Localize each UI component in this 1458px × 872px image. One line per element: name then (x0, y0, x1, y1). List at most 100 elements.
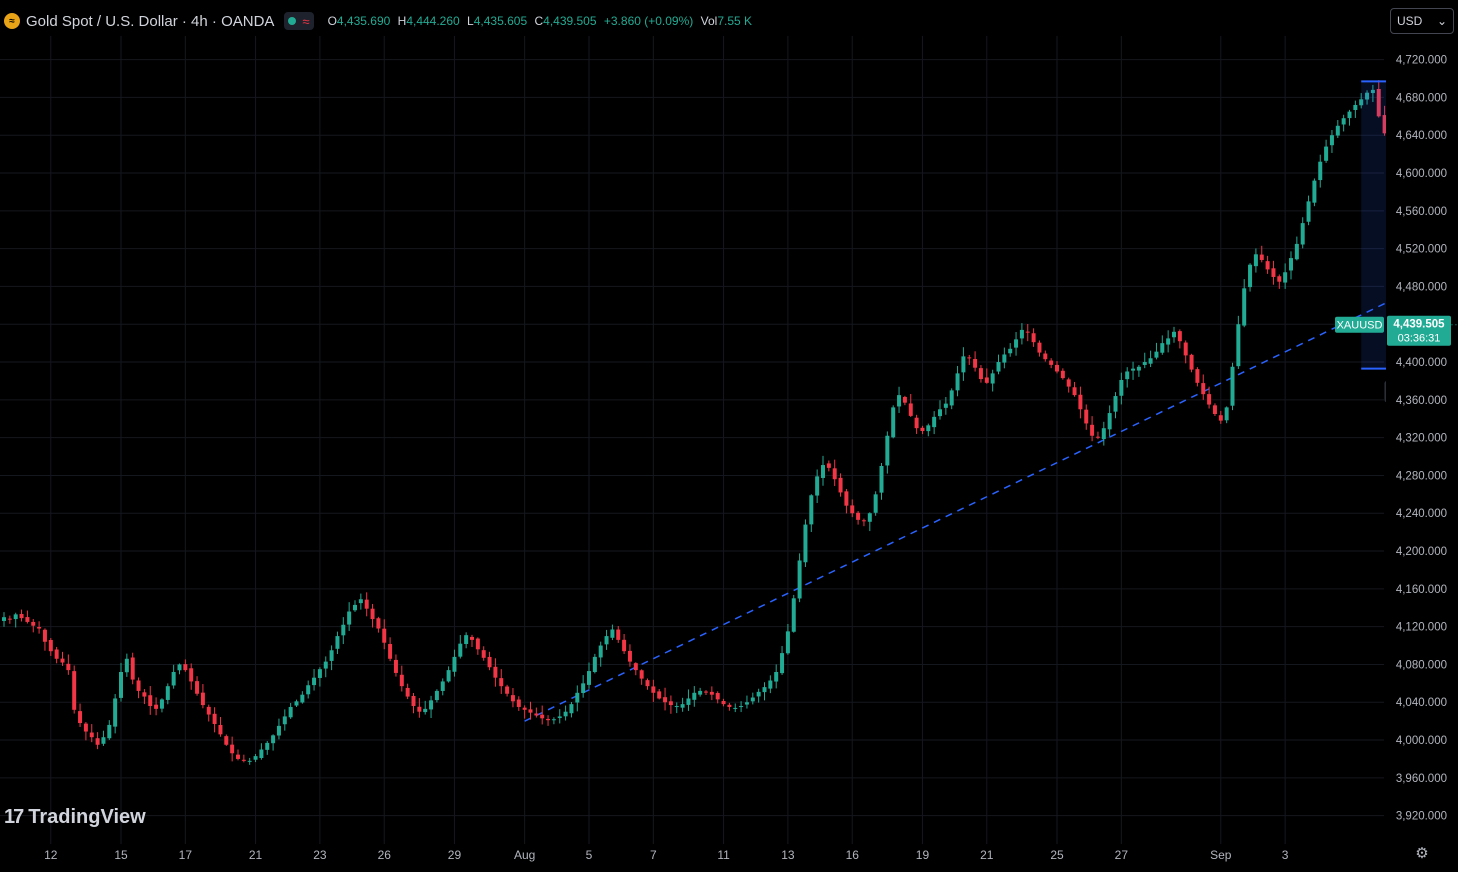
candle (1359, 93, 1364, 109)
candle (159, 698, 164, 713)
price-tag: 4,439.505 (1393, 319, 1445, 331)
tradingview-logo: 17 TradingView (4, 806, 146, 829)
candle (563, 705, 568, 721)
candle (323, 656, 328, 678)
candle (715, 691, 720, 704)
candle (329, 645, 334, 671)
candle (938, 400, 942, 420)
candle (1107, 405, 1112, 437)
currency-select[interactable]: USD ⌄ (1390, 8, 1454, 34)
candle (434, 689, 439, 703)
candle (744, 695, 749, 709)
trendline-path (524, 267, 1458, 722)
y-tick-label: 3,960.000 (1396, 773, 1447, 785)
candle (674, 702, 679, 714)
candle (610, 624, 615, 641)
candle (1253, 248, 1258, 273)
candle (604, 629, 609, 650)
candle (195, 676, 200, 696)
candle (1154, 342, 1159, 360)
candle (902, 395, 907, 406)
candle (850, 499, 855, 518)
candle (25, 610, 30, 624)
candle (897, 386, 902, 413)
candle (236, 749, 240, 761)
gear-icon[interactable]: ⚙ (1415, 845, 1429, 862)
candle (856, 511, 861, 525)
candle (762, 682, 767, 701)
candle (1335, 120, 1340, 139)
candle (867, 512, 872, 532)
x-tick-label: 16 (846, 848, 860, 862)
candle (66, 654, 71, 675)
candle (1172, 326, 1176, 343)
y-tick-label: 4,120.000 (1396, 622, 1447, 634)
candle (680, 697, 685, 712)
candle (42, 628, 47, 651)
y-tick-label: 4,600.000 (1396, 168, 1447, 180)
candle (1060, 368, 1065, 380)
candle (317, 667, 322, 687)
candle (657, 689, 662, 700)
candle (587, 662, 591, 689)
brand-name: TradingView (28, 806, 146, 828)
candle (101, 730, 106, 746)
candle (1265, 255, 1270, 274)
candle (592, 653, 597, 674)
candle (78, 703, 83, 727)
x-tick-label: 21 (980, 848, 994, 862)
candle (639, 669, 644, 685)
x-tick-label: 3 (1282, 848, 1289, 862)
candle (13, 612, 18, 628)
candle (622, 634, 627, 654)
candle (645, 678, 650, 690)
candle (932, 411, 937, 435)
y-tick-label: 4,720.000 (1396, 55, 1447, 67)
candle (475, 637, 480, 655)
status-pills[interactable]: ≈ (284, 12, 314, 30)
candle (1160, 335, 1165, 355)
candle (1037, 340, 1042, 357)
candle (704, 690, 708, 695)
x-tick-label: 23 (313, 848, 327, 862)
candle (399, 665, 404, 692)
candle (733, 703, 738, 713)
market-open-icon (288, 17, 297, 25)
candle (230, 736, 235, 762)
candle (54, 646, 59, 664)
x-tick-label: 25 (1050, 848, 1064, 862)
candle (306, 680, 311, 699)
candle (996, 354, 1001, 375)
gold-coin-icon: ≈ (4, 13, 20, 29)
y-tick-label: 4,040.000 (1396, 697, 1447, 709)
candle (1136, 365, 1141, 377)
candle (879, 463, 884, 500)
candle (505, 684, 510, 697)
candle (83, 721, 88, 741)
candle (844, 488, 849, 514)
candle (1148, 350, 1153, 368)
symbol-tag-bg (1335, 316, 1384, 333)
candle (487, 651, 492, 671)
candle (259, 743, 264, 760)
candle (130, 652, 135, 685)
candle (113, 694, 118, 734)
candle (1300, 217, 1305, 249)
candle (493, 658, 498, 687)
x-tick-label: 12 (44, 848, 58, 862)
candle (1166, 330, 1171, 353)
candle (31, 618, 36, 633)
x-tick-label: 15 (114, 848, 128, 862)
candle (347, 602, 352, 631)
candle (557, 709, 562, 724)
candle (633, 662, 638, 676)
symbol-title[interactable]: Gold Spot / U.S. Dollar · 4h · OANDA (26, 12, 275, 30)
trendline (524, 267, 1458, 722)
candle (1318, 154, 1323, 188)
candle (1201, 374, 1206, 400)
candle (7, 615, 12, 624)
candle (2, 612, 6, 627)
candle (1324, 139, 1329, 163)
candle (721, 698, 726, 707)
